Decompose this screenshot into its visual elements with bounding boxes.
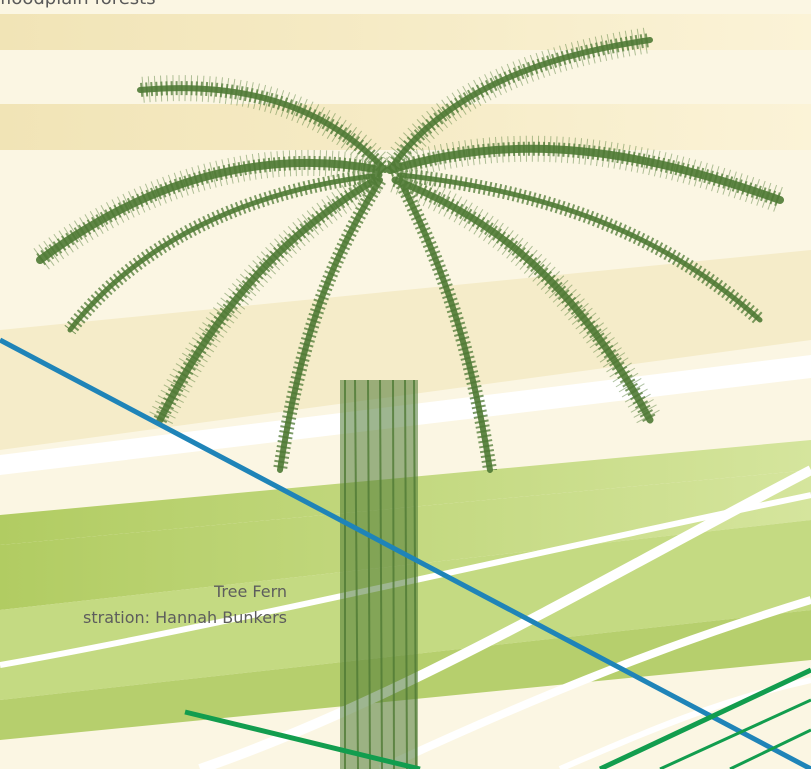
green-line [598,667,811,769]
cream-wave [0,250,811,450]
white-swoosh [378,596,811,769]
list-item-floodplain: floodplain forests [0,0,156,9]
green-line [184,709,421,769]
tree-fern-illustration [32,27,785,769]
illustration-credit: stration: Hannah Bunkers [83,608,287,627]
blue-diagonal-line [0,337,811,769]
white-swoosh [558,677,811,769]
green-line [659,698,811,769]
illustration-caption-title: Tree Fern [213,582,287,601]
list-band [0,14,811,50]
green-line [729,728,811,769]
